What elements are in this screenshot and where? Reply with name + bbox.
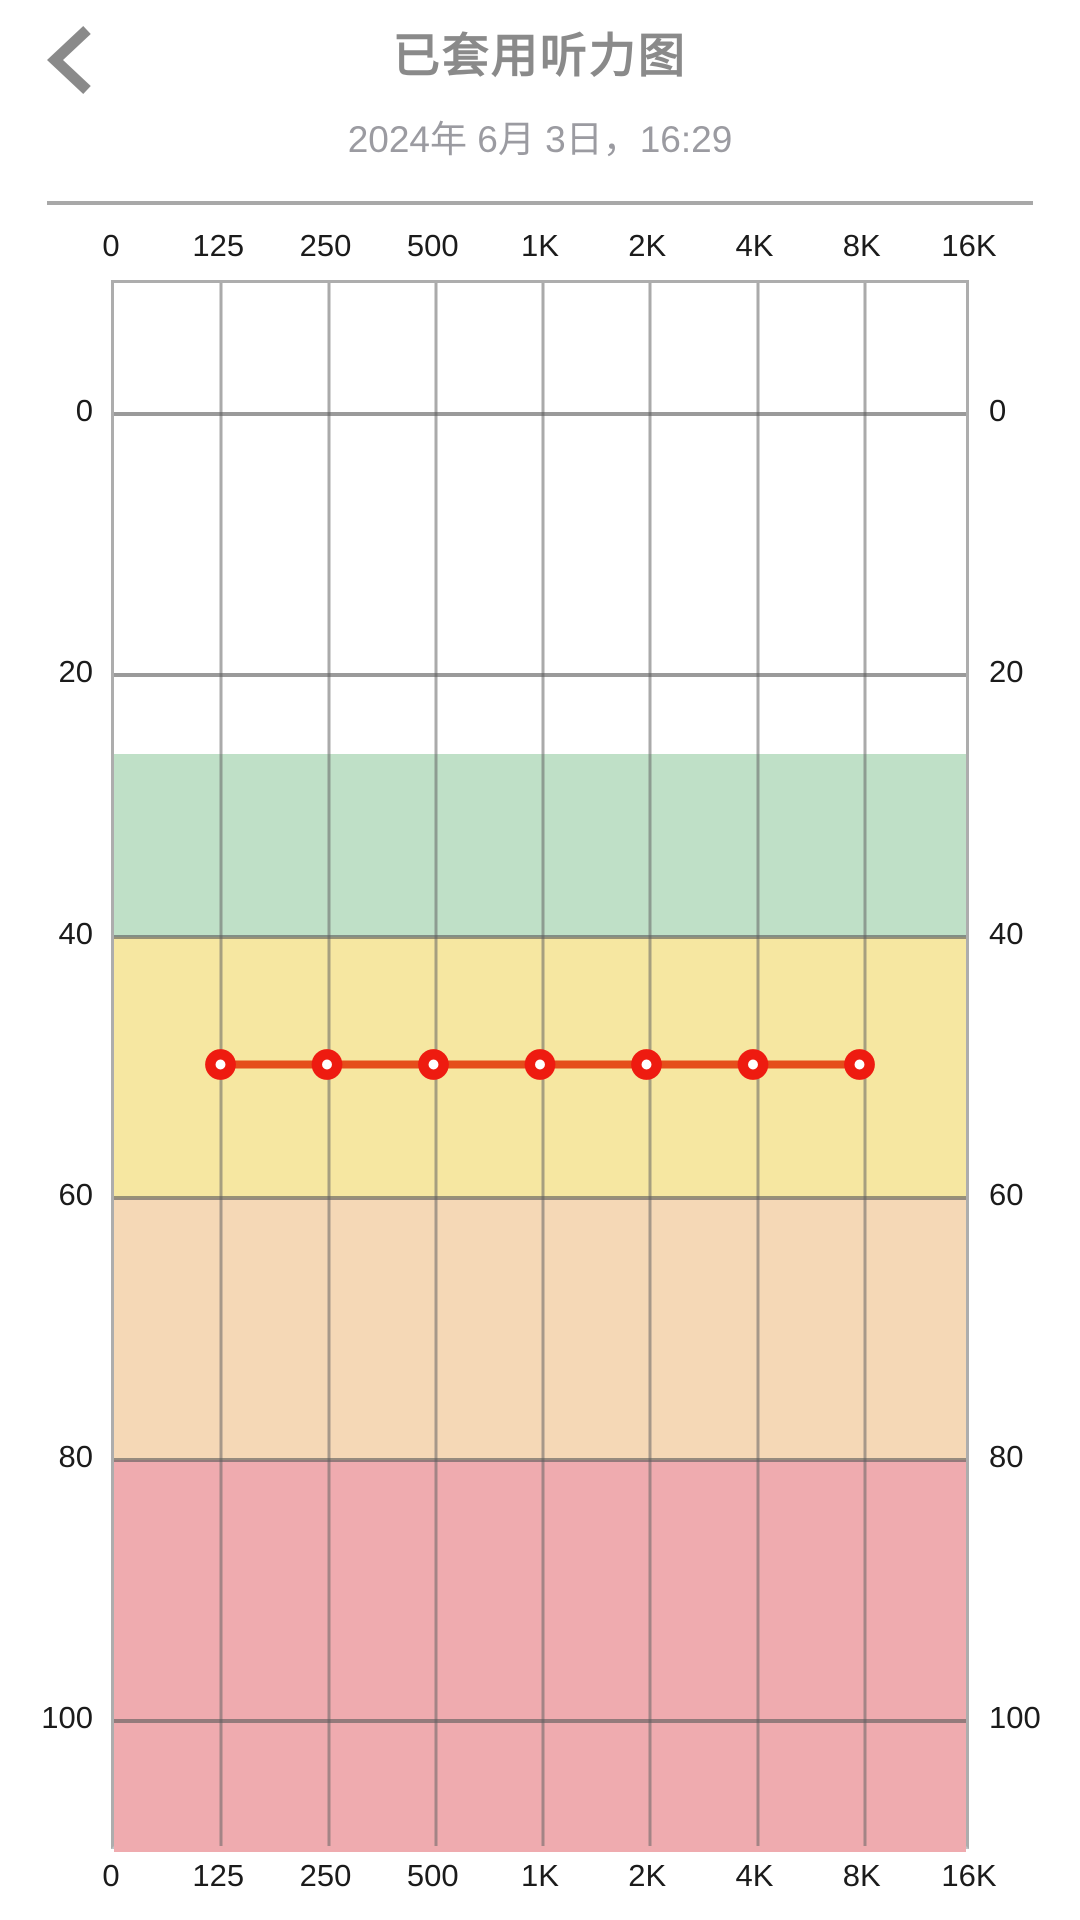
y-axis-label-right: 20	[989, 654, 1024, 690]
x-axis-label: 125	[192, 228, 245, 263]
y-axis-label-right: 60	[989, 1177, 1024, 1213]
x-axis-label: 4K	[735, 1858, 774, 1893]
data-point-marker-center	[322, 1059, 332, 1070]
y-axis-label-right: 0	[989, 392, 1007, 428]
gridline-horizontal	[114, 1196, 966, 1201]
y-axis-label-left: 0	[75, 392, 93, 428]
x-axis-label: 250	[299, 1858, 352, 1893]
x-axis-label: 1K	[521, 1858, 559, 1893]
gridline-horizontal	[114, 1719, 966, 1724]
x-axis-label: 2K	[628, 228, 667, 263]
x-axis-label: 8K	[842, 228, 881, 263]
data-point-marker-center	[748, 1059, 758, 1070]
x-axis-label: 8K	[842, 1858, 881, 1893]
y-axis-label-right: 100	[989, 1700, 1041, 1736]
x-axis-label: 16K	[941, 1858, 997, 1893]
severity-band-moderately-severe	[114, 1198, 966, 1460]
data-point-marker-center	[215, 1059, 226, 1070]
data-point-marker-center	[428, 1059, 439, 1070]
x-axis-label: 0	[102, 228, 120, 263]
gridline-horizontal	[114, 411, 966, 416]
page-subtitle-datetime: 2024年 6月 3日，16:29	[347, 119, 733, 160]
page-title: 已套用听力图	[393, 29, 687, 82]
gridline-horizontal	[114, 673, 966, 678]
data-point-marker-center	[854, 1059, 865, 1070]
y-axis-label-right: 40	[989, 915, 1024, 951]
y-axis-label-right: 80	[989, 1438, 1024, 1474]
gridline-horizontal	[114, 1457, 966, 1462]
x-axis-label: 125	[192, 1858, 245, 1893]
y-axis-label-left: 40	[58, 915, 93, 951]
severity-band-severe	[114, 1459, 966, 1852]
x-axis-label: 16K	[941, 228, 997, 263]
y-axis-label-left: 100	[41, 1700, 93, 1736]
data-point-marker-center	[641, 1059, 652, 1070]
y-axis-label-left: 60	[58, 1177, 93, 1213]
data-layer	[205, 1049, 875, 1080]
x-axis-label: 250	[299, 228, 352, 263]
data-point-marker-center	[535, 1059, 545, 1070]
x-axis-label: 500	[406, 1858, 459, 1893]
y-axis-label-left: 80	[58, 1438, 93, 1474]
plot-area	[111, 280, 969, 1852]
header-divider	[47, 201, 1033, 205]
x-axis-top: 0 125 250 500 1K 2K 4K 8K 16K	[0, 228, 1080, 268]
x-axis-label: 2K	[628, 1858, 667, 1893]
x-axis-label: 500	[406, 228, 459, 263]
x-axis-label: 0	[102, 1858, 120, 1893]
x-axis-label: 4K	[735, 228, 774, 263]
severity-band-mild	[114, 753, 966, 937]
x-axis-label: 1K	[521, 228, 559, 263]
back-button[interactable]	[38, 20, 102, 100]
x-axis-bottom: 0 125 250 500 1K 2K 4K 8K 16K	[0, 1858, 1080, 1898]
y-axis-label-left: 20	[58, 654, 93, 690]
chevron-left-icon	[47, 25, 91, 95]
gridline-horizontal	[114, 934, 966, 939]
